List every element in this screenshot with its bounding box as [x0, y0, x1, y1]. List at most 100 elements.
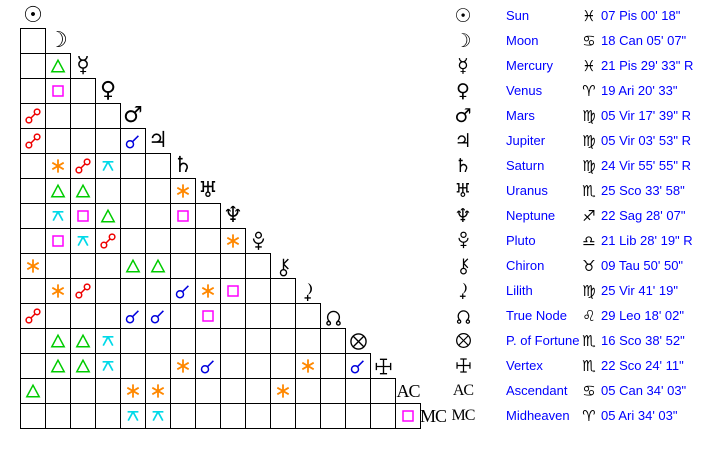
planet-row: ♅ Uranus ♏ 25 Sco 33' 58" — [0, 178, 705, 203]
conjunction-icon — [198, 356, 218, 376]
aspect-cell — [70, 353, 96, 379]
planet-position: 25 Vir 41' 19" — [601, 283, 678, 298]
vertex-icon — [447, 353, 479, 378]
opposition-icon — [73, 156, 93, 176]
opposition-icon — [23, 131, 43, 151]
trine-icon — [98, 206, 118, 226]
planet-position: 22 Sco 24' 11" — [601, 358, 684, 373]
aspect-cell — [270, 353, 296, 379]
libra-icon: ♎ — [582, 231, 596, 250]
aspect-cell — [20, 353, 46, 379]
planet-name: Ascendant — [506, 383, 568, 398]
planet-row: AC Ascendant ♋ 05 Can 34' 03" — [0, 378, 705, 403]
fortune-icon — [447, 328, 479, 353]
planet-position: 19 Ari 20' 33" — [601, 83, 678, 98]
aspect-cell — [95, 328, 121, 354]
planet-row: Vertex ♏ 22 Sco 24' 11" — [0, 353, 705, 378]
quincunx-icon — [48, 206, 68, 226]
aspect-cell — [370, 403, 396, 429]
planet-row: ☽ Moon ♋ 18 Can 05' 07" — [0, 28, 705, 53]
neptune-icon: ♆ — [223, 203, 243, 228]
mercury-icon: ☿ — [457, 54, 469, 77]
aspect-cell — [395, 403, 421, 429]
planet-name: Moon — [506, 33, 539, 48]
planet-position: 21 Lib 28' 19" R — [601, 233, 693, 248]
mercury-icon: ☿ — [76, 53, 90, 78]
aspect-cell — [95, 353, 121, 379]
jupiter-icon: ♃ — [148, 128, 168, 153]
sextile-icon — [198, 281, 218, 301]
aspect-cell — [70, 403, 96, 429]
sextile-icon — [173, 181, 193, 201]
venus-icon: ♀ — [99, 78, 117, 103]
aries-icon: ♈ — [582, 406, 596, 425]
grid-planet-glyph — [345, 328, 371, 354]
conjunction-icon — [173, 281, 193, 301]
aspect-cell — [70, 203, 96, 229]
conjunction-icon — [123, 306, 143, 326]
planet-row: Lilith ♍ 25 Vir 41' 19" — [0, 278, 705, 303]
planet-name: Mars — [506, 108, 535, 123]
mars-icon: ♂ — [123, 103, 143, 128]
planet-name: Midheaven — [506, 408, 570, 423]
aspect-cell — [120, 153, 146, 179]
trine-icon — [73, 356, 93, 376]
scorpio-icon: ♏ — [582, 331, 596, 350]
aspect-cell — [320, 403, 346, 429]
aspect-cell — [145, 353, 171, 379]
quincunx-icon — [98, 356, 118, 376]
aspect-cell — [145, 303, 171, 329]
grid-planet-glyph: ☿ — [70, 53, 96, 79]
square-icon — [173, 206, 193, 226]
trine-icon — [48, 331, 68, 351]
aspect-cell — [220, 378, 246, 404]
trine-icon — [48, 181, 68, 201]
sun-icon: ☉ — [454, 4, 472, 27]
aspect-cell — [145, 378, 171, 404]
aspect-cell — [170, 303, 196, 329]
planet-name: Venus — [506, 83, 543, 98]
planet-position: 16 Sco 38' 52" — [601, 333, 685, 348]
planet-name: P. of Fortune — [506, 333, 580, 348]
grid-planet-glyph: ♄ — [170, 153, 196, 179]
saturn-icon: ♄ — [454, 154, 472, 177]
grid-planet-glyph: ♂ — [120, 103, 146, 129]
trine-icon — [73, 331, 93, 351]
grid-planet-glyph: MC — [420, 403, 447, 429]
pisces-icon: ♓ — [582, 56, 596, 75]
midheaven-icon: MC — [420, 406, 447, 426]
uranus-icon: ♅ — [454, 179, 472, 202]
planet-position: 25 Sco 33' 58" — [601, 183, 685, 198]
aspect-cell — [20, 278, 46, 304]
planet-name: Pluto — [506, 233, 536, 248]
planet-name: Mercury — [506, 58, 553, 73]
aspect-cell — [170, 178, 196, 204]
midheaven-icon: MC — [451, 406, 476, 424]
aspect-cell — [320, 378, 346, 404]
lilith-icon — [447, 278, 479, 303]
moon-icon: ☽ — [454, 29, 472, 52]
sextile-icon — [148, 381, 168, 401]
square-icon — [73, 206, 93, 226]
planet-row: ♄ Saturn ♍ 24 Vir 55' 55" R — [0, 153, 705, 178]
aries-icon: ♈ — [582, 81, 596, 100]
sextile-icon — [223, 231, 243, 251]
sextile-icon — [173, 356, 193, 376]
aspect-cell — [220, 353, 246, 379]
planet-position: 22 Sag 28' 07" — [601, 208, 686, 223]
grid-planet-glyph — [320, 303, 346, 329]
planet-name: True Node — [506, 308, 567, 323]
sextile-icon — [48, 156, 68, 176]
aspect-cell — [345, 353, 371, 379]
planet-position: 18 Can 05' 07" — [601, 33, 687, 48]
trine-icon — [73, 181, 93, 201]
planet-name: Neptune — [506, 208, 556, 223]
square-icon — [198, 306, 218, 326]
aspect-cell — [95, 153, 121, 179]
planet-position: 05 Vir 17' 39" R — [601, 108, 691, 123]
sagittarius-icon: ♐ — [582, 206, 596, 225]
grid-planet-glyph: ☉ — [20, 3, 46, 29]
planet-position: 24 Vir 55' 55" R — [601, 158, 691, 173]
planet-position: 05 Can 34' 03" — [601, 383, 687, 398]
